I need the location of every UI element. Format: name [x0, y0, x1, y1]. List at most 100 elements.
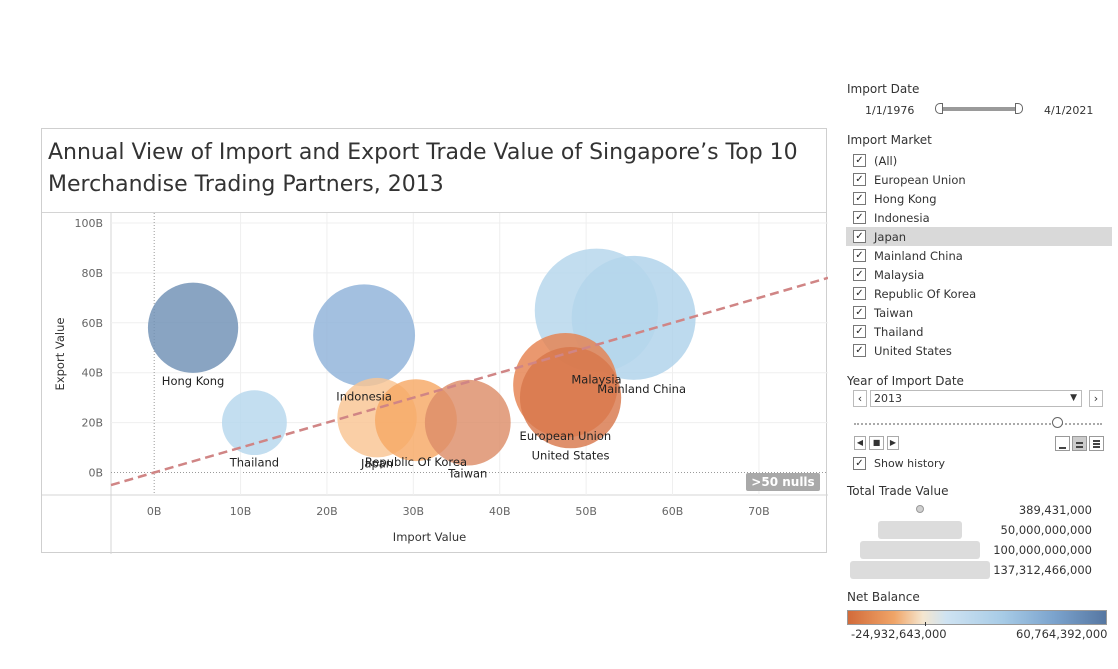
- trend-line[interactable]: [110, 276, 828, 487]
- market-label: (All): [874, 153, 898, 168]
- bubble-mark[interactable]: [424, 379, 511, 466]
- market-checkbox[interactable]: ✓: [853, 306, 866, 319]
- y-tick-label: 100B: [74, 217, 103, 230]
- net-balance-max: 60,764,392,000: [1016, 627, 1108, 641]
- filter-panel: Import Date 1/1/1976 4/1/2021 Import Mar…: [846, 0, 1118, 669]
- speed-medium-button[interactable]: [1072, 436, 1087, 451]
- bubble-label: Mainland China: [597, 382, 686, 396]
- size-legend-value: 50,000,000,000: [1000, 523, 1092, 537]
- import-date-title: Import Date: [847, 82, 920, 96]
- x-tick-label: 40B: [489, 505, 511, 518]
- import-date-end-handle[interactable]: [1015, 103, 1023, 114]
- market-filter-item[interactable]: ✓ Hong Kong: [846, 189, 1112, 208]
- size-legend-bubble-icon: [860, 541, 980, 559]
- market-checkbox[interactable]: ✓: [853, 173, 866, 186]
- net-balance-min: -24,932,643,000: [851, 627, 947, 641]
- market-label: Thailand: [874, 324, 924, 339]
- y-axis-title: Export Value: [53, 318, 67, 391]
- year-select[interactable]: 2013 ▼: [870, 390, 1082, 407]
- speed-fast-button[interactable]: [1089, 436, 1104, 451]
- size-legend-row: 389,431,000: [846, 501, 1112, 519]
- bubble-mark[interactable]: [147, 282, 239, 373]
- market-label: United States: [874, 343, 952, 358]
- bubble-label: Republic Of Korea: [365, 455, 467, 469]
- x-axis-title: Import Value: [393, 530, 466, 544]
- worksheet: 100B 80B 60B 40B 20B 0B 0B 10B 20B 30B 40B 50B 60B 70…: [41, 128, 828, 554]
- market-filter-item[interactable]: ✓ Indonesia: [846, 208, 1112, 227]
- bubble-mark[interactable]: [519, 347, 622, 449]
- y-tick-label: 60B: [81, 317, 103, 330]
- total-trade-value-title: Total Trade Value: [847, 484, 949, 498]
- market-filter-item[interactable]: ✓ Japan: [846, 227, 1112, 246]
- year-filter-title: Year of Import Date: [847, 374, 964, 388]
- size-legend-bubble-icon: [850, 561, 990, 579]
- net-balance-title: Net Balance: [847, 590, 920, 604]
- market-filter-item[interactable]: ✓ European Union: [846, 170, 1112, 189]
- step-back-button[interactable]: ◀: [854, 436, 866, 450]
- import-date-start: 1/1/1976: [865, 104, 915, 117]
- show-history-checkbox[interactable]: ✓: [853, 457, 866, 470]
- bubble-label: Indonesia: [336, 389, 392, 403]
- size-legend-value: 100,000,000,000: [993, 543, 1092, 557]
- null-indicator-badge[interactable]: >50 nulls: [746, 473, 820, 491]
- bubble-label: Hong Kong: [162, 374, 225, 388]
- speed-slow-button[interactable]: [1055, 436, 1070, 451]
- market-label: Hong Kong: [874, 191, 937, 206]
- market-checkbox[interactable]: ✓: [853, 192, 866, 205]
- size-legend-value: 389,431,000: [1018, 503, 1092, 517]
- step-forward-button[interactable]: ▶: [887, 436, 899, 450]
- market-filter-item[interactable]: ✓ Thailand: [846, 322, 1112, 341]
- y-tick-label: 20B: [81, 417, 103, 430]
- bubble-mark[interactable]: [313, 284, 416, 387]
- size-legend-row: 100,000,000,000: [846, 541, 1112, 559]
- stop-button[interactable]: ■: [869, 436, 884, 450]
- chart-title: Annual View of Import and Export Trade V…: [42, 129, 826, 213]
- year-select-value: 2013: [874, 392, 902, 405]
- chevron-down-icon: ▼: [1070, 393, 1077, 403]
- size-legend-bubble-icon: [878, 521, 962, 539]
- market-checkbox[interactable]: ✓: [853, 344, 866, 357]
- show-history-toggle[interactable]: ✓ Show history: [853, 457, 945, 470]
- market-filter-item[interactable]: ✓ Republic Of Korea: [846, 284, 1112, 303]
- market-filter-item[interactable]: ✓ United States: [846, 341, 1112, 360]
- scatter-chart[interactable]: 100B 80B 60B 40B 20B 0B 0B 10B 20B 30B 40B 50B 60B 70…: [42, 129, 828, 554]
- market-label: Malaysia: [874, 267, 925, 282]
- bubble-label: Japan: [360, 457, 393, 471]
- market-checkbox[interactable]: ✓: [853, 154, 866, 167]
- x-tick-label: 60B: [662, 505, 684, 518]
- market-checkbox[interactable]: ✓: [853, 249, 866, 262]
- zero-marker: [925, 622, 926, 626]
- bubble-label: United States: [532, 449, 610, 463]
- market-label: Taiwan: [874, 305, 914, 320]
- market-checkbox[interactable]: ✓: [853, 287, 866, 300]
- y-tick-label: 40B: [81, 367, 103, 380]
- market-filter-item[interactable]: ✓ Mainland China: [846, 246, 1112, 265]
- net-balance-color-ramp: [847, 610, 1107, 626]
- import-date-range-track[interactable]: [941, 107, 1021, 111]
- size-legend-row: 50,000,000,000: [846, 521, 1112, 539]
- market-checkbox[interactable]: ✓: [853, 211, 866, 224]
- market-filter-item[interactable]: ✓ Taiwan: [846, 303, 1112, 322]
- market-checkbox[interactable]: ✓: [853, 230, 866, 243]
- market-label: Indonesia: [874, 210, 930, 225]
- year-prev-button[interactable]: ‹: [853, 390, 867, 407]
- x-tick-label: 30B: [403, 505, 425, 518]
- market-label: European Union: [874, 172, 966, 187]
- market-filter-item[interactable]: ✓ Malaysia: [846, 265, 1112, 284]
- year-slider-track[interactable]: [854, 423, 1102, 425]
- market-filter-item[interactable]: ✓ (All): [846, 151, 1112, 170]
- y-tick-label: 0B: [88, 467, 103, 480]
- year-slider-handle[interactable]: [1052, 417, 1063, 428]
- import-date-start-handle[interactable]: [935, 103, 943, 114]
- size-legend-row: 137,312,466,000: [846, 561, 1112, 579]
- chart-title-line-1: Annual View of Import and Export Trade V…: [48, 140, 798, 165]
- market-label: Mainland China: [874, 248, 963, 263]
- year-next-button[interactable]: ›: [1089, 390, 1103, 407]
- bubble-mark[interactable]: [221, 390, 287, 456]
- bubble-label: Malaysia: [571, 372, 621, 386]
- x-tick-label: 0B: [147, 505, 162, 518]
- import-market-title: Import Market: [847, 133, 932, 147]
- market-checkbox[interactable]: ✓: [853, 268, 866, 281]
- size-legend-value: 137,312,466,000: [993, 563, 1092, 577]
- market-checkbox[interactable]: ✓: [853, 325, 866, 338]
